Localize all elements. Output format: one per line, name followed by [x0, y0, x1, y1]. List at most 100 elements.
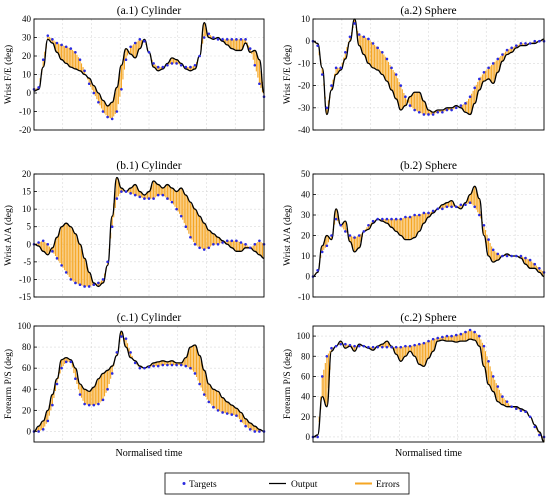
target-point	[248, 47, 252, 50]
target-point	[487, 360, 490, 363]
target-point	[431, 113, 435, 116]
target-point	[106, 260, 109, 264]
legend-box	[164, 472, 410, 495]
target-point	[202, 393, 206, 396]
target-point	[216, 409, 220, 412]
plot-frame	[33, 173, 265, 298]
target-point	[394, 73, 398, 76]
target-point	[143, 197, 146, 200]
legend: Targets Output Errors	[164, 472, 410, 495]
legend-label-output: Output	[291, 480, 318, 490]
target-point	[404, 344, 407, 348]
target-point	[320, 375, 324, 378]
y-tick-label: 80	[22, 342, 32, 352]
target-point	[376, 46, 379, 50]
target-point	[353, 22, 356, 25]
targets-series	[311, 328, 546, 439]
output-line	[312, 338, 545, 443]
target-point	[78, 393, 82, 396]
target-point	[189, 65, 192, 69]
target-point	[69, 360, 73, 364]
target-point	[129, 351, 132, 354]
target-point	[482, 70, 486, 74]
target-point	[464, 203, 467, 207]
chart-panel-2: -40 -30 -20 -10 0 10 (a.2) Sphere Wrist F/E (de…	[282, 5, 546, 135]
target-point	[202, 36, 206, 39]
target-point	[501, 254, 504, 258]
target-point	[445, 205, 449, 209]
y-axis-label: Wrist F/E (deg)	[3, 45, 14, 104]
target-point	[524, 42, 527, 45]
target-point	[408, 104, 412, 107]
target-point	[413, 343, 416, 347]
target-point	[166, 197, 169, 200]
target-point	[129, 45, 132, 49]
y-tick-label: -15	[19, 292, 31, 302]
target-point	[97, 281, 100, 285]
y-tick-label: -10	[19, 107, 31, 117]
plot-frame	[312, 18, 545, 131]
output-line	[33, 176, 265, 288]
target-point	[519, 254, 523, 258]
target-point	[207, 246, 211, 250]
chart-panel-6: 0 20 40 60 80 100 (c.2) Sphere Forearm P/S (deg…	[282, 312, 546, 459]
target-point	[538, 39, 541, 43]
target-point	[473, 330, 477, 334]
target-point	[320, 250, 324, 254]
target-point	[124, 58, 128, 61]
target-point	[459, 203, 463, 207]
y-axis-label: Wrist A/A (deg)	[282, 205, 293, 266]
target-point	[198, 382, 201, 386]
target-point	[161, 65, 165, 69]
target-point	[46, 419, 50, 423]
target-point	[83, 69, 86, 73]
target-point	[422, 113, 426, 116]
target-point	[436, 110, 440, 114]
target-point	[325, 106, 329, 110]
target-point	[514, 407, 518, 411]
target-point	[367, 37, 370, 41]
y-tick-label: 60	[22, 363, 32, 373]
target-point	[41, 58, 45, 61]
target-point	[258, 82, 261, 86]
target-point	[97, 402, 100, 406]
target-point	[533, 262, 537, 266]
target-point	[138, 38, 142, 41]
target-point	[417, 213, 421, 217]
target-point	[514, 44, 518, 47]
target-point	[37, 241, 40, 244]
target-point	[235, 414, 238, 417]
target-point	[258, 239, 261, 243]
y-tick-label: -20	[19, 125, 31, 135]
target-point	[404, 95, 407, 98]
output-line	[312, 185, 545, 278]
target-point	[496, 385, 500, 388]
target-point	[427, 211, 430, 215]
target-point	[362, 230, 366, 233]
target-point	[46, 34, 50, 37]
target-point	[221, 38, 224, 41]
target-point	[334, 344, 338, 348]
target-point	[46, 242, 50, 246]
target-point	[175, 62, 178, 65]
y-tick-label: 40	[22, 14, 32, 24]
target-point	[225, 412, 229, 415]
target-point	[138, 366, 142, 370]
target-point	[367, 223, 370, 227]
y-axis-label: Forearm P/S (deg)	[3, 349, 14, 419]
target-point	[528, 258, 532, 262]
target-point	[362, 35, 366, 39]
target-point	[538, 433, 541, 437]
target-point	[445, 334, 449, 338]
target-point	[78, 283, 82, 287]
target-point	[244, 38, 247, 41]
legend-label-targets: Targets	[189, 480, 217, 490]
targets-series	[32, 190, 266, 288]
target-point	[357, 344, 361, 348]
target-point	[221, 241, 224, 244]
target-point	[230, 239, 234, 243]
target-point	[344, 51, 347, 54]
target-point	[189, 235, 192, 239]
target-point	[64, 360, 68, 364]
target-point	[133, 193, 137, 197]
